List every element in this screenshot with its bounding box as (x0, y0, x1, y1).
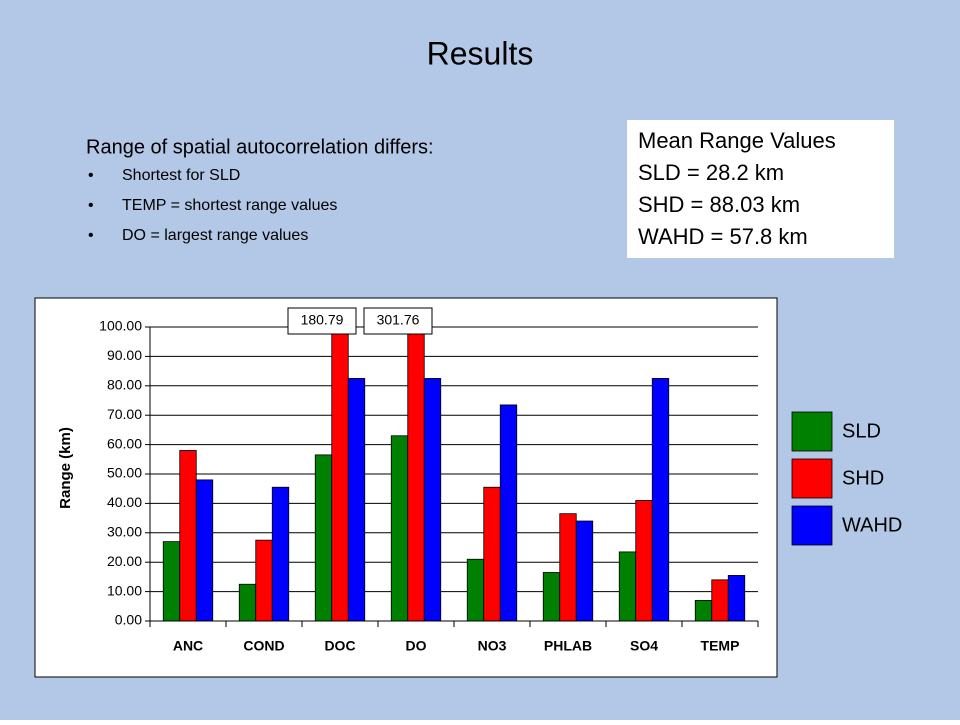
summary-line: SHD = 88.03 km (638, 192, 800, 217)
bar (575, 520, 594, 622)
bar (195, 479, 214, 622)
summary-box (627, 120, 894, 258)
x-tick-label: NO3 (478, 638, 507, 654)
plot-bars (162, 327, 746, 622)
bullet: • (88, 167, 94, 184)
bar (466, 558, 485, 622)
bullet: • (88, 197, 94, 214)
x-tick-label: DO (406, 638, 427, 654)
bar (559, 513, 577, 622)
y-tick-label: 0.00 (115, 612, 142, 628)
bar (483, 486, 501, 622)
bar (423, 378, 442, 622)
bar (271, 486, 290, 622)
legend-label: WAHD (842, 514, 902, 536)
x-tick-label: SO4 (630, 638, 658, 654)
summary-line: Mean Range Values (638, 128, 836, 153)
bar (542, 572, 561, 622)
x-tick-label: COND (243, 638, 284, 654)
data-label: 180.79 (301, 312, 344, 328)
y-tick-label: 10.00 (107, 582, 142, 598)
legend-swatch (791, 505, 833, 546)
y-axis-label: Range (km) (57, 427, 74, 509)
y-tick-label: 40.00 (107, 494, 142, 510)
x-tick-label: TEMP (701, 638, 740, 654)
legend-swatch (791, 411, 833, 452)
bullet-text: Shortest for SLD (122, 167, 240, 184)
legend-label: SLD (842, 420, 881, 442)
bar (694, 600, 713, 622)
legend-label: SHD (842, 467, 884, 489)
bar (162, 541, 181, 622)
bar (711, 579, 729, 622)
summary-line: SLD = 28.2 km (638, 160, 784, 185)
bar (314, 454, 333, 622)
summary-line: WAHD = 57.8 km (638, 224, 808, 249)
y-tick-label: 50.00 (107, 465, 142, 481)
bullet-text: TEMP = shortest range values (122, 197, 337, 214)
x-tick-label: ANC (173, 638, 203, 654)
bullet: • (88, 227, 94, 244)
bar (238, 583, 257, 622)
bar (390, 435, 409, 622)
bar (635, 500, 653, 622)
legend-swatch (791, 458, 833, 499)
y-tick-label: 30.00 (107, 524, 142, 540)
y-tick-label: 60.00 (107, 435, 142, 451)
y-tick-label: 80.00 (107, 377, 142, 393)
bar (499, 404, 518, 622)
x-tick-label: PHLAB (544, 638, 592, 654)
y-tick-label: 20.00 (107, 553, 142, 569)
y-tick-label: 90.00 (107, 347, 142, 363)
bullet-text: DO = largest range values (122, 227, 308, 244)
bar (255, 539, 273, 622)
summary-text: Mean Range Values SLD = 28.2 km SHD = 88… (638, 128, 836, 249)
bar (651, 378, 670, 622)
bar (618, 551, 637, 622)
intro-text: Range of spatial autocorrelation differs… (86, 136, 434, 158)
slide-title: Results (427, 35, 534, 71)
data-label: 301.76 (377, 312, 420, 328)
bar (727, 575, 746, 622)
data-label-box (287, 307, 357, 335)
x-tick-label: DOC (324, 638, 355, 654)
bar (179, 450, 197, 622)
y-tick-label: 70.00 (107, 406, 142, 422)
bullet-list: • Shortest for SLD • TEMP = shortest ran… (88, 167, 337, 244)
data-label-box (363, 307, 433, 335)
y-tick-label: 100.00 (99, 318, 142, 334)
bar (347, 378, 366, 622)
